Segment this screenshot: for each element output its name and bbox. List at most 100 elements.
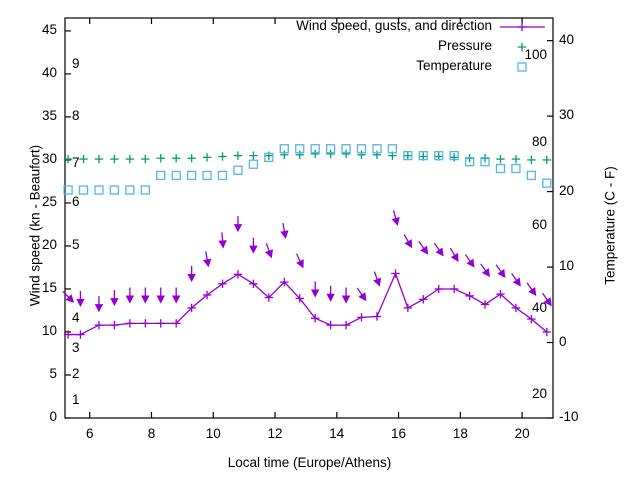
legend-label-pressure: Pressure <box>437 38 492 53</box>
temperature-marker <box>217 170 228 181</box>
wind-direction-arrowhead <box>249 245 258 254</box>
wind-direction-arrowhead <box>171 295 181 304</box>
wind-direction-arrowhead <box>358 292 367 302</box>
fahrenheit-scale-label: 100 <box>524 46 547 62</box>
y-axis-title-right: Temperature (C - F) <box>602 166 618 285</box>
wind-direction-arrowhead <box>203 258 212 268</box>
wind-direction-arrowhead <box>391 216 400 226</box>
wind-direction-arrowhead <box>280 230 289 239</box>
beaufort-scale-label: 1 <box>72 391 80 407</box>
temperature-marker <box>248 159 259 169</box>
x-tick-label: 6 <box>85 426 94 441</box>
wind-direction-arrowhead <box>481 268 490 278</box>
wind-direction-arrowhead <box>310 289 320 298</box>
wind-direction-arrowhead <box>543 297 552 307</box>
wind-direction-arrowhead <box>218 240 227 249</box>
temperature-marker <box>310 144 320 154</box>
temperature-marker <box>171 170 181 181</box>
temperature-marker <box>295 144 305 154</box>
fahrenheit-scale-label: 80 <box>531 133 547 149</box>
temperature-marker <box>526 170 537 181</box>
wind-direction-arrowhead <box>341 295 351 304</box>
y-tick-label-right: 20 <box>559 182 575 198</box>
wind-direction-arrowhead <box>141 295 150 304</box>
x-tick-label: 20 <box>514 426 530 441</box>
temperature-marker <box>542 178 552 188</box>
wind-direction-arrowhead <box>497 268 506 278</box>
temperature-marker <box>434 150 444 161</box>
temperature-marker <box>125 185 135 195</box>
y-tick-label-right: 0 <box>559 333 567 349</box>
wind-direction-arrowhead <box>187 273 196 283</box>
beaufort-scale-label: 9 <box>72 56 80 72</box>
x-tick-label: 14 <box>329 426 345 441</box>
y-tick-label-left: 25 <box>41 193 57 209</box>
temperature-marker <box>63 185 73 195</box>
temperature-marker <box>78 185 89 195</box>
y-tick-label-right: 30 <box>559 107 575 123</box>
wind-direction-arrowhead <box>76 298 85 308</box>
temperature-marker <box>464 157 475 167</box>
wind-direction-arrowhead <box>435 247 444 257</box>
wind-direction-arrowhead <box>233 224 243 233</box>
beaufort-scale-label: 4 <box>72 310 80 326</box>
x-tick-label: 8 <box>147 426 156 441</box>
temperature-marker <box>233 165 243 175</box>
y-tick-label-left: 40 <box>41 64 57 80</box>
y-tick-label-right: -10 <box>559 409 579 424</box>
wind-direction-arrowhead <box>373 277 382 287</box>
wind-direction-arrowhead <box>466 258 475 268</box>
wind-direction-arrowhead <box>528 286 537 296</box>
temperature-marker <box>387 144 398 154</box>
temperature-marker <box>202 170 212 181</box>
legend-swatch-temperature <box>517 62 527 72</box>
x-tick-label: 16 <box>391 426 407 441</box>
temperature-marker <box>403 150 413 161</box>
beaufort-scale-label: 6 <box>72 193 80 209</box>
temperature-marker <box>341 144 351 154</box>
wind-direction-arrowhead <box>94 304 104 313</box>
temperature-marker <box>418 150 428 161</box>
temperature-marker <box>372 144 382 154</box>
wind-direction-arrowhead <box>512 277 521 287</box>
temperature-marker <box>279 144 289 154</box>
y-tick-label-left: 20 <box>41 236 57 252</box>
y-tick-label-left: 30 <box>41 150 57 166</box>
temperature-marker <box>356 144 367 154</box>
temperature-marker <box>495 163 506 174</box>
wind-direction-arrowhead <box>404 239 413 249</box>
y-tick-label-left: 5 <box>49 365 57 381</box>
y-tick-label-right: 40 <box>559 31 575 47</box>
wind-direction-arrowhead <box>296 259 304 269</box>
temperature-marker <box>449 150 459 161</box>
temperature-marker <box>109 185 120 195</box>
beaufort-scale-label: 5 <box>72 236 80 252</box>
beaufort-scale-label: 3 <box>72 340 80 356</box>
temperature-marker <box>186 170 197 181</box>
fahrenheit-scale-label: 20 <box>531 386 547 402</box>
x-tick-label: 18 <box>452 426 468 441</box>
legend-label-temperature: Temperature <box>416 58 492 73</box>
beaufort-scale-label: 2 <box>72 365 80 381</box>
temperature-marker <box>140 185 150 195</box>
temperature-marker <box>264 152 274 163</box>
x-tick-label: 12 <box>267 426 283 441</box>
wind-direction-arrowhead <box>420 245 429 255</box>
temperature-marker <box>480 157 490 167</box>
beaufort-scale-label: 8 <box>72 107 80 123</box>
wind-direction-arrowhead <box>450 252 459 262</box>
y-tick-label-left: 35 <box>41 107 57 123</box>
fahrenheit-scale-label: 40 <box>531 299 547 315</box>
y-tick-label-right: 10 <box>559 258 575 274</box>
temperature-marker <box>511 163 521 174</box>
temperature-marker <box>94 185 104 195</box>
x-tick-label: 10 <box>205 426 221 441</box>
wind-direction-arrowhead <box>125 295 135 304</box>
wind-direction-arrowhead <box>265 249 273 259</box>
wind-direction-arrowhead <box>110 298 119 307</box>
legend-label-wind: Wind speed, gusts, and direction <box>296 18 492 33</box>
beaufort-scale-label: 7 <box>72 155 80 171</box>
wind-direction-arrowhead <box>65 294 75 303</box>
